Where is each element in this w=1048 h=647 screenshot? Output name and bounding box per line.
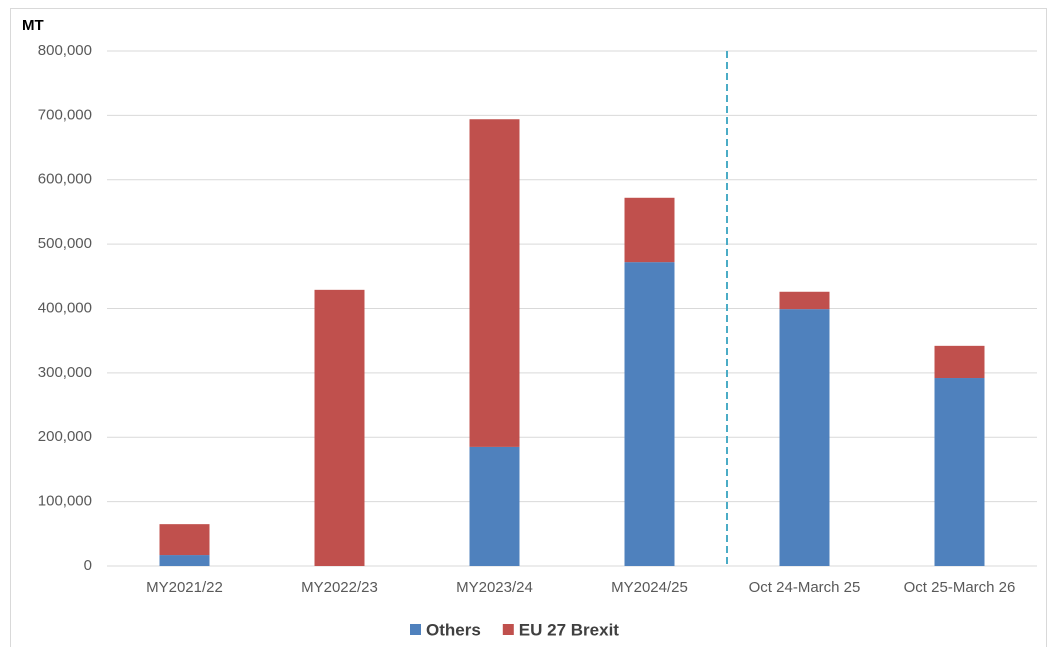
bar-segment bbox=[779, 309, 830, 566]
x-tick-label: MY2021/22 bbox=[146, 579, 223, 596]
y-tick-label: 700,000 bbox=[38, 106, 92, 123]
bar-segment bbox=[314, 289, 365, 566]
bar-segment bbox=[159, 555, 210, 566]
bar-segment bbox=[469, 446, 520, 566]
bar-segment bbox=[934, 378, 985, 566]
x-tick-label: Oct 25-March 26 bbox=[904, 579, 1016, 596]
y-tick-label: 600,000 bbox=[38, 171, 92, 188]
bar-segment bbox=[469, 119, 520, 447]
bar-segment bbox=[934, 345, 985, 379]
bar-segment bbox=[159, 524, 210, 556]
x-tick-label: Oct 24-March 25 bbox=[749, 579, 861, 596]
x-tick-label: MY2024/25 bbox=[611, 579, 688, 596]
bar-segment bbox=[624, 262, 675, 566]
legend-swatch bbox=[410, 624, 421, 635]
y-tick-label: 300,000 bbox=[38, 364, 92, 381]
x-tick-label: MY2022/23 bbox=[301, 579, 378, 596]
chart-frame bbox=[10, 8, 1047, 647]
y-tick-label: 800,000 bbox=[38, 42, 92, 59]
legend-swatch bbox=[502, 624, 514, 635]
y-tick-label: 100,000 bbox=[38, 493, 92, 510]
bar-segment bbox=[779, 291, 830, 310]
y-tick-label: 200,000 bbox=[38, 428, 92, 445]
legend-label: EU 27 Brexit bbox=[519, 620, 619, 639]
bar-segment bbox=[624, 197, 675, 263]
y-tick-label: 500,000 bbox=[38, 235, 92, 252]
legend-label: Others bbox=[426, 620, 481, 639]
y-tick-label: 0 bbox=[84, 557, 92, 574]
y-tick-label: 400,000 bbox=[38, 299, 92, 316]
x-tick-label: MY2023/24 bbox=[456, 579, 533, 596]
y-axis-label: MT bbox=[22, 17, 44, 34]
